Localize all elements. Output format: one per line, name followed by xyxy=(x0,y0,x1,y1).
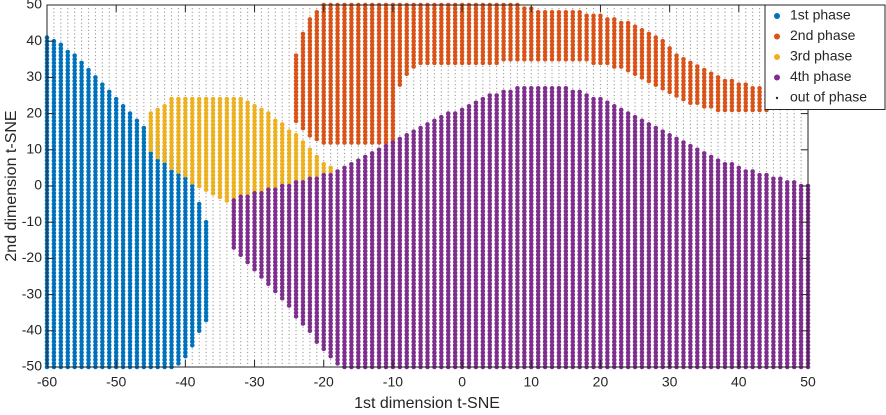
x-tick-label: -30 xyxy=(244,374,264,390)
y-tick-label: 10 xyxy=(26,141,42,157)
legend-label: 4th phase xyxy=(790,68,852,84)
legend-label: 3rd phase xyxy=(790,48,852,64)
y-tick-label: 50 xyxy=(26,0,42,12)
x-tick-label: 10 xyxy=(523,374,539,390)
x-axis-label: 1st dimension t-SNE xyxy=(354,395,500,412)
y-tick-label: 20 xyxy=(26,104,42,120)
y-tick-label: -20 xyxy=(22,249,42,265)
x-tick-label: -60 xyxy=(37,374,57,390)
y-tick-label: -40 xyxy=(22,322,42,338)
legend-marker xyxy=(774,13,780,19)
y-tick-label: 30 xyxy=(26,68,42,84)
series xyxy=(231,85,811,370)
legend-marker xyxy=(774,54,780,60)
legend-marker xyxy=(775,96,779,100)
legend-label: 2nd phase xyxy=(790,27,856,43)
series xyxy=(44,35,209,370)
x-tick-label: -50 xyxy=(106,374,126,390)
legend-label: 1st phase xyxy=(790,7,851,23)
y-tick-label: -30 xyxy=(22,285,42,301)
y-tick-label: -10 xyxy=(22,213,42,229)
y-axis-label: 2nd dimension t-SNE xyxy=(3,110,20,261)
x-tick-label: -40 xyxy=(175,374,195,390)
x-tick-label: 0 xyxy=(458,374,466,390)
x-tick-label: 30 xyxy=(662,374,678,390)
legend-marker xyxy=(774,74,780,81)
x-tick-label: 20 xyxy=(593,374,609,390)
series xyxy=(148,96,333,207)
x-tick-label: 40 xyxy=(731,374,747,390)
x-tick-label: -10 xyxy=(383,374,403,390)
y-tick-label: 40 xyxy=(26,32,42,48)
legend-box xyxy=(764,4,886,110)
legend-label: out of phase xyxy=(790,89,867,105)
y-tick-label: -50 xyxy=(22,358,42,374)
x-tick-label: 50 xyxy=(800,374,816,390)
series xyxy=(293,2,769,145)
y-tick-label: 0 xyxy=(34,177,42,193)
x-tick-label: -20 xyxy=(314,374,334,390)
legend-marker xyxy=(774,33,780,40)
